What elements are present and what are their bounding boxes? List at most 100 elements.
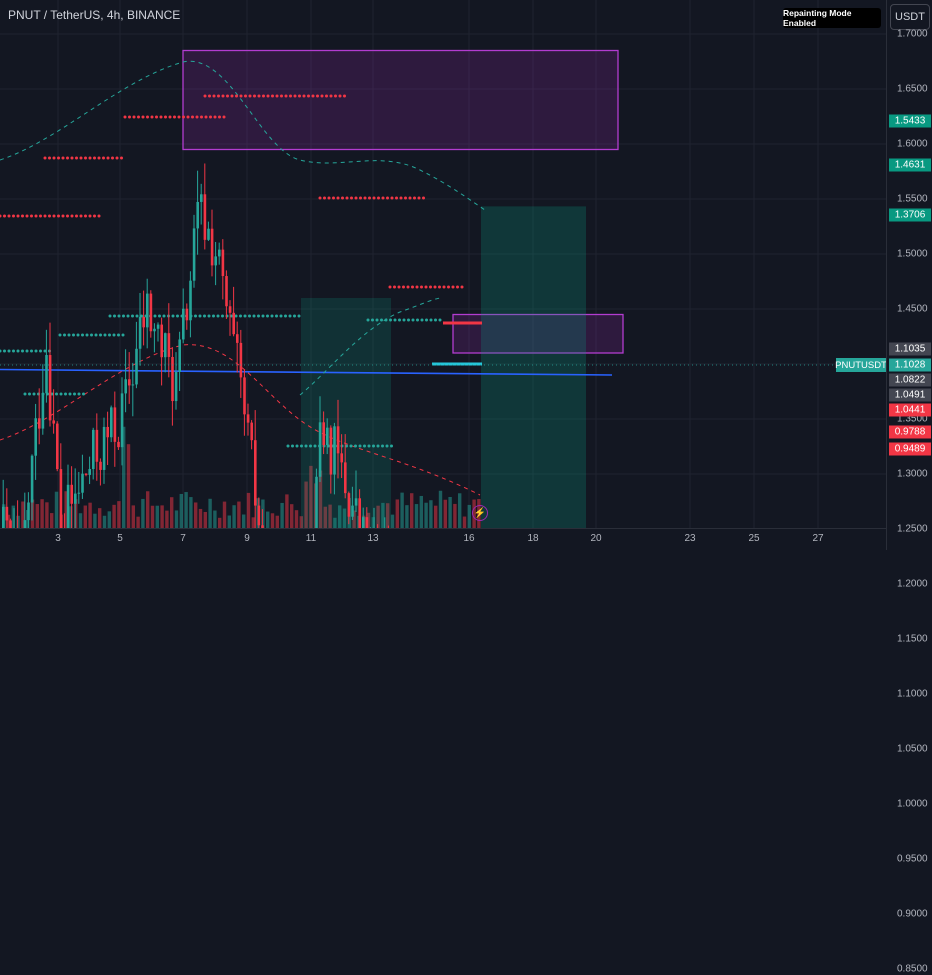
volume-bar <box>93 513 97 528</box>
resistance-dots <box>191 115 194 119</box>
candle-body <box>239 342 243 378</box>
volume-bar <box>78 513 83 528</box>
support-dots <box>297 314 301 318</box>
candle-body <box>84 473 88 475</box>
resistance-dots <box>168 115 172 119</box>
resistance-dots <box>390 196 394 200</box>
resistance-dots <box>52 156 56 160</box>
resistance-dots <box>88 214 92 218</box>
resistance-dots <box>141 115 145 119</box>
x-tick-label: 23 <box>684 533 696 544</box>
candle-body <box>210 228 214 266</box>
resistance-dots <box>70 214 74 218</box>
resistance-dots <box>0 214 2 218</box>
support-dots <box>140 314 143 318</box>
volume-bar <box>54 491 59 528</box>
price-axis[interactable]: 1.70001.65001.60001.55001.50001.45001.40… <box>886 0 932 975</box>
support-dots <box>398 318 401 322</box>
candle-body <box>124 379 127 394</box>
resistance-dots <box>293 94 297 98</box>
volume-bar <box>405 505 409 528</box>
symbol-title[interactable]: PNUT / TetherUS, 4h, BINANCE <box>8 8 181 22</box>
resistance-dots <box>70 156 74 160</box>
support-dots <box>122 314 125 318</box>
resistance-dots <box>433 285 437 289</box>
price-label: 1.0441 <box>889 403 931 417</box>
y-tick-label: 1.0000 <box>897 798 928 810</box>
resistance-dots <box>222 115 226 119</box>
support-dots <box>77 392 81 396</box>
candle-body <box>336 426 340 454</box>
resistance-dots <box>88 156 92 160</box>
volume-bar <box>443 499 447 528</box>
volume-bar <box>232 505 236 528</box>
volume-bar <box>251 517 255 528</box>
candle-body <box>236 334 239 343</box>
support-dots <box>64 392 67 396</box>
resistance-dots <box>395 196 398 200</box>
lightning-icon[interactable]: ⚡ <box>472 505 488 521</box>
support-dots <box>203 314 206 318</box>
resistance-dots <box>230 94 234 98</box>
support-dots <box>425 318 428 322</box>
candle-body <box>354 498 358 506</box>
volume-bar <box>342 508 347 528</box>
support-dots <box>300 444 303 448</box>
resistance-dots <box>332 196 335 200</box>
x-tick-label: 11 <box>305 533 317 544</box>
support-dots <box>402 318 406 322</box>
resistance-dots <box>393 285 396 289</box>
candle-body <box>218 249 221 257</box>
price-label: 1.1035 <box>889 342 931 356</box>
resistance-dots <box>97 156 101 160</box>
support-dots <box>207 314 211 318</box>
resistance-dots <box>159 115 163 119</box>
time-axis[interactable]: 3 5 7 9 11 13 16 18 20 23 25 27 <box>0 528 886 551</box>
support-dots <box>108 333 111 337</box>
currency-button[interactable]: USDT <box>890 4 930 30</box>
resistance-dots <box>411 285 414 289</box>
y-tick-label: 1.6500 <box>897 83 928 95</box>
candle-body <box>167 333 171 357</box>
support-dots <box>25 349 29 353</box>
resistance-dots <box>377 196 380 200</box>
resistance-dots <box>388 285 392 289</box>
price-chart[interactable] <box>0 0 886 528</box>
support-dots <box>67 333 71 337</box>
candle-body <box>102 426 106 470</box>
volume-bar <box>107 511 111 528</box>
y-tick-label: 0.8500 <box>897 963 928 975</box>
support-dots <box>309 444 312 448</box>
resistance-dots <box>48 156 51 160</box>
volume-bar <box>50 513 54 528</box>
candle-body <box>203 194 207 240</box>
candle-body <box>70 484 73 504</box>
support-dots <box>286 444 290 448</box>
resistance-dots <box>16 214 20 218</box>
volume-bar <box>131 505 135 528</box>
resistance-dots <box>3 214 6 218</box>
resistance-dots <box>186 115 190 119</box>
volume-bar <box>246 492 251 528</box>
support-dots <box>243 314 247 318</box>
candle-body <box>196 201 199 229</box>
candle-body <box>38 418 41 429</box>
support-dots <box>28 392 31 396</box>
resistance-dots <box>43 214 47 218</box>
resistance-dots <box>66 214 69 218</box>
resistance-dots <box>61 156 65 160</box>
candle-body <box>135 348 138 385</box>
volume-bar <box>227 515 231 528</box>
candle-body <box>142 316 145 328</box>
resistance-dots <box>208 94 211 98</box>
resistance-dots <box>120 156 123 160</box>
volume-bar <box>165 510 169 528</box>
candle-body <box>27 502 30 521</box>
x-tick-label: 13 <box>367 533 379 544</box>
resistance-dots <box>429 285 432 289</box>
candle-body <box>207 228 210 240</box>
resistance-dots <box>30 214 33 218</box>
y-tick-label: 1.5500 <box>897 193 928 205</box>
candle-body <box>117 441 120 448</box>
candle-body <box>329 427 333 475</box>
